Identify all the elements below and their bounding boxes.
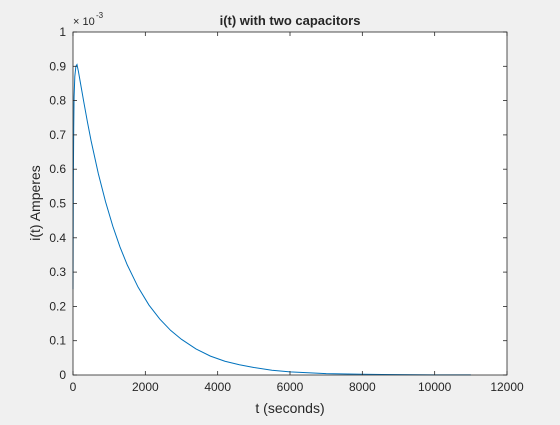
x-tick-label: 12000 bbox=[490, 380, 524, 394]
y-tick-label: 1 bbox=[59, 25, 66, 39]
y-axis: 0 0.1 0.2 0.3 0.4 0.5 0.6 0.7 0.8 0.9 1 bbox=[49, 25, 507, 382]
x-tick-label: 4000 bbox=[204, 380, 231, 394]
y-tick-label: 0.5 bbox=[49, 197, 66, 211]
y-tick-label: 0.4 bbox=[49, 231, 66, 245]
x-axis-label: t (seconds) bbox=[255, 400, 324, 416]
x-tick-label: 2000 bbox=[132, 380, 159, 394]
x-axis: 0 2000 4000 6000 8000 10000 12000 bbox=[70, 32, 524, 394]
y-axis-label: i(t) Amperes bbox=[27, 165, 43, 240]
y-tick-label: 0.3 bbox=[49, 265, 66, 279]
chart-title: i(t) with two capacitors bbox=[220, 13, 361, 28]
plot-area bbox=[73, 32, 507, 375]
y-tick-label: 0.2 bbox=[49, 299, 66, 313]
y-exponent-base: × 10 bbox=[73, 16, 95, 28]
y-tick-label: 0.8 bbox=[49, 94, 66, 108]
series-layer bbox=[72, 63, 471, 376]
y-exponent-power: -3 bbox=[96, 11, 104, 20]
x-tick-label: 10000 bbox=[418, 380, 452, 394]
x-tick-label: 8000 bbox=[349, 380, 376, 394]
x-tick-label: 6000 bbox=[277, 380, 304, 394]
y-tick-label: 0.9 bbox=[49, 59, 66, 73]
y-tick-label: 0.7 bbox=[49, 128, 66, 142]
x-tick-label: 0 bbox=[70, 380, 77, 394]
y-tick-label: 0.1 bbox=[49, 334, 66, 348]
y-tick-label: 0.6 bbox=[49, 162, 66, 176]
y-tick-label: 0 bbox=[59, 368, 66, 382]
series-line bbox=[72, 63, 471, 376]
